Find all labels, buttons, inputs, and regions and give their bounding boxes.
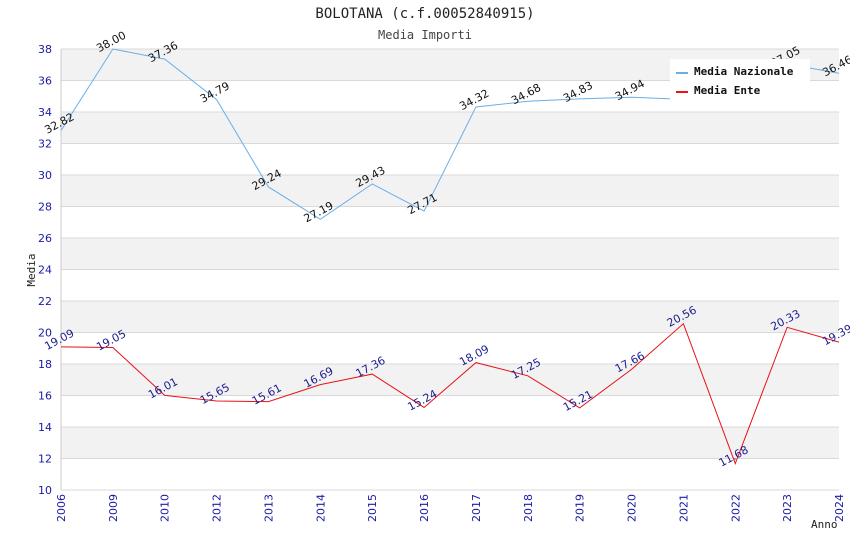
grid-band: [61, 175, 839, 207]
y-tick-label: 32: [38, 138, 52, 151]
x-tick-label: 2012: [211, 494, 224, 522]
legend-label-media-nazionale: Media Nazionale: [694, 65, 794, 78]
y-axis-label: Media: [25, 253, 38, 286]
x-tick-labels: 2006 2009 2010 2012 2013 2014 2015 2016 2017 2018…: [55, 494, 846, 522]
chart-subtitle: Media Importi: [378, 28, 472, 42]
y-tick-label: 12: [38, 453, 52, 466]
legend-label-media-ente: Media Ente: [694, 84, 761, 97]
y-tick-label: 36: [38, 75, 52, 88]
y-tick-label: 28: [38, 201, 52, 214]
grid-lines: [61, 48, 839, 491]
legend: Media Nazionale Media Ente: [670, 59, 810, 101]
grid-bands: [61, 49, 839, 490]
x-tick-label: 2010: [159, 494, 172, 522]
grid-band: [61, 458, 839, 490]
y-tick-label: 20: [38, 327, 52, 340]
x-tick-label: 2021: [677, 494, 690, 522]
x-tick-label: 2016: [418, 494, 431, 522]
x-axis-label: Anno: [811, 518, 838, 531]
y-tick-label: 34: [38, 106, 52, 119]
y-tick-label: 30: [38, 169, 52, 182]
y-tick-labels: 10 12 14 16 18 20 22 24 26 28 30 32 34 36 38: [38, 43, 52, 497]
x-tick-label: 2023: [781, 494, 794, 522]
y-tick-label: 18: [38, 358, 52, 371]
grid-band: [61, 364, 839, 396]
y-tick-label: 24: [38, 264, 52, 277]
x-tick-label: 2020: [626, 494, 639, 522]
x-tick-label: 2013: [262, 494, 275, 522]
x-tick-label: 2024: [833, 494, 846, 522]
y-tick-label: 22: [38, 295, 52, 308]
grid-band: [61, 112, 839, 144]
grid-band: [61, 301, 839, 333]
x-tick-label: 2009: [107, 494, 120, 522]
x-tick-label: 2017: [470, 494, 483, 522]
x-tick-label: 2018: [522, 494, 535, 522]
grid-band: [61, 427, 839, 459]
grid-band: [61, 238, 839, 270]
grid-band: [61, 206, 839, 238]
x-tick-label: 2006: [55, 494, 68, 522]
y-tick-label: 10: [38, 484, 52, 497]
grid-band: [61, 332, 839, 364]
y-tick-label: 38: [38, 43, 52, 56]
series-line-media-ente: [60, 322, 840, 465]
x-tick-label: 2022: [729, 494, 742, 522]
x-tick-label: 2019: [574, 494, 587, 522]
grid-band: [61, 395, 839, 427]
legend-box: [670, 59, 810, 101]
chart-title: BOLOTANA (c.f.00052840915): [315, 6, 534, 22]
y-tick-label: 26: [38, 232, 52, 245]
x-tick-label: 2015: [366, 494, 379, 522]
y-tick-label: 14: [38, 421, 52, 434]
grid-band: [61, 269, 839, 301]
x-tick-label: 2014: [314, 494, 327, 522]
y-tick-label: 16: [38, 390, 52, 403]
